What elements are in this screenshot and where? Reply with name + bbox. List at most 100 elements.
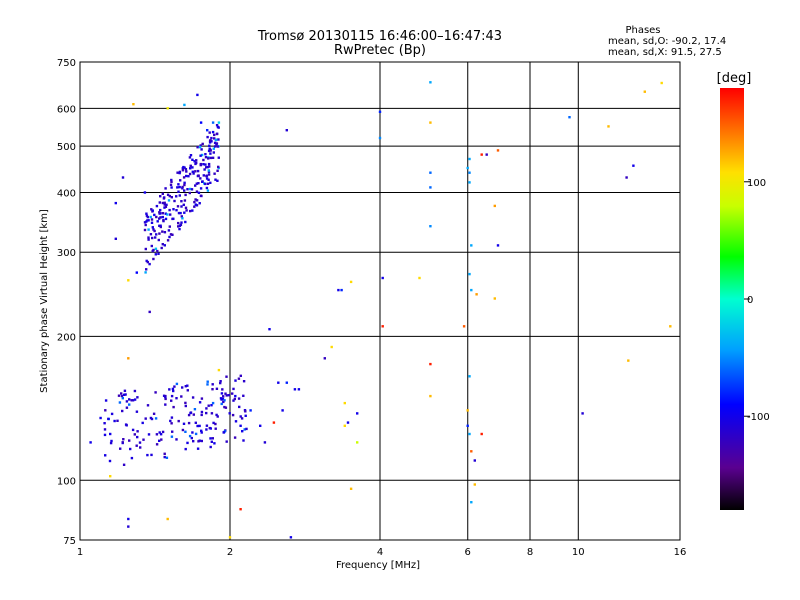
data-point — [466, 409, 469, 412]
data-point — [189, 164, 192, 168]
data-point — [202, 163, 205, 166]
colorbar-ticks: 100 0 -100 — [744, 178, 770, 423]
data-point — [184, 430, 187, 433]
colorbar — [720, 88, 744, 510]
data-point — [136, 435, 139, 439]
data-point — [198, 145, 202, 149]
data-point — [171, 217, 174, 221]
data-point — [176, 186, 179, 189]
grid-lines — [80, 62, 680, 540]
data-point — [192, 440, 195, 443]
data-point — [240, 417, 244, 420]
data-point — [470, 450, 473, 453]
data-point — [158, 211, 161, 214]
data-point — [144, 247, 147, 251]
data-point — [188, 187, 192, 191]
data-point — [187, 421, 191, 425]
data-point — [206, 165, 209, 169]
data-point — [144, 417, 147, 420]
data-point — [165, 203, 168, 206]
data-point — [188, 156, 192, 159]
data-point — [183, 211, 186, 214]
data-point — [429, 186, 432, 189]
data-point — [127, 279, 130, 282]
data-point — [217, 156, 220, 159]
data-point — [183, 183, 186, 187]
data-point — [222, 400, 225, 404]
data-point — [242, 439, 245, 442]
data-point — [175, 397, 178, 400]
data-point — [217, 165, 220, 169]
data-point — [470, 244, 473, 247]
data-point — [228, 412, 231, 415]
data-point — [205, 174, 208, 178]
data-point — [190, 436, 193, 440]
data-point — [172, 389, 175, 393]
axis-ticks: 1 2 4 6 8 10 16 75 100 200 300 400 500 600 750 — [57, 58, 686, 558]
data-point — [108, 459, 112, 463]
data-point — [200, 439, 203, 443]
data-point — [170, 196, 173, 199]
data-point — [178, 170, 182, 174]
data-point — [119, 447, 122, 450]
chart-title: Tromsø 20130115 16:46:00–16:47:43 — [257, 29, 502, 44]
data-point — [146, 219, 149, 222]
data-point — [122, 463, 126, 466]
data-point — [211, 130, 215, 134]
data-point — [209, 445, 212, 449]
data-point — [170, 416, 174, 419]
data-point — [181, 167, 184, 170]
data-point — [217, 121, 221, 124]
data-point — [211, 156, 215, 159]
data-point — [217, 368, 221, 372]
data-point — [206, 380, 209, 383]
data-point — [177, 221, 180, 225]
data-point — [147, 219, 150, 222]
data-point — [211, 383, 214, 386]
data-point — [169, 233, 173, 236]
colorbar-label: [deg] — [717, 71, 752, 86]
data-point — [187, 175, 190, 178]
data-point — [249, 409, 252, 412]
data-point — [323, 357, 326, 360]
data-point — [193, 205, 196, 208]
data-point — [209, 149, 212, 152]
data-point — [232, 387, 235, 391]
data-point — [191, 396, 195, 399]
data-point — [130, 456, 134, 460]
data-point — [139, 446, 142, 449]
y-tick-label: 400 — [57, 188, 76, 199]
data-point — [418, 276, 421, 280]
data-point — [191, 158, 194, 161]
data-point — [239, 415, 242, 418]
stats-title: Phases — [625, 25, 660, 36]
x-tick-label: 4 — [377, 547, 383, 558]
data-point — [151, 226, 154, 229]
data-point — [268, 328, 271, 331]
data-point — [154, 236, 157, 239]
data-point — [183, 189, 186, 192]
data-point — [208, 141, 212, 144]
data-point — [180, 395, 183, 398]
data-point — [122, 438, 125, 441]
data-point — [161, 430, 165, 434]
data-point — [109, 432, 112, 436]
data-point — [243, 428, 246, 431]
x-tick-label: 2 — [227, 547, 233, 558]
data-point — [150, 453, 153, 457]
data-point — [110, 439, 113, 443]
data-point — [293, 388, 297, 391]
data-point — [158, 212, 161, 215]
data-point — [128, 439, 131, 442]
data-point — [149, 215, 152, 219]
data-point — [120, 394, 124, 398]
data-point — [219, 381, 222, 385]
data-point — [175, 209, 178, 212]
data-point — [168, 225, 171, 228]
data-point — [184, 220, 187, 224]
data-point — [259, 424, 262, 427]
data-point — [157, 252, 160, 255]
data-point — [183, 166, 186, 169]
data-point — [242, 380, 246, 383]
y-axis-label: Stationary phase Virtual Height [km] — [39, 209, 50, 393]
